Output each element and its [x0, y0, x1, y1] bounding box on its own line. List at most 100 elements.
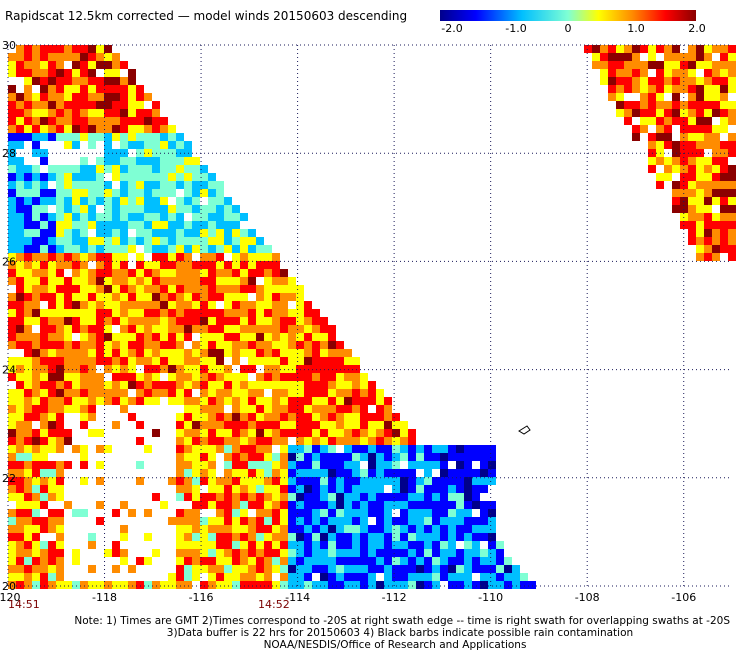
wind-cell — [320, 405, 328, 413]
wind-cell — [16, 493, 24, 501]
wind-cell — [136, 117, 144, 125]
wind-cell — [208, 381, 216, 389]
wind-cell — [696, 181, 704, 189]
wind-cell — [144, 93, 152, 101]
wind-cell — [112, 77, 120, 85]
wind-cell — [320, 501, 328, 509]
wind-cell — [128, 117, 136, 125]
wind-cell — [656, 69, 664, 77]
wind-cell — [32, 429, 40, 437]
wind-cell — [160, 117, 168, 125]
wind-cell — [96, 197, 104, 205]
wind-cell — [216, 533, 224, 541]
wind-cell — [8, 157, 16, 165]
wind-cell — [240, 341, 248, 349]
wind-cell — [56, 445, 64, 453]
wind-cell — [80, 221, 88, 229]
wind-cell — [128, 157, 136, 165]
wind-cell — [96, 45, 104, 53]
wind-cell — [88, 413, 96, 421]
wind-cell — [656, 61, 664, 69]
wind-cell — [208, 261, 216, 269]
wind-cell — [96, 445, 104, 453]
wind-cell — [256, 269, 264, 277]
wind-cell — [192, 501, 200, 509]
wind-cell — [248, 453, 256, 461]
wind-cell — [232, 581, 240, 589]
wind-cell — [208, 549, 216, 557]
wind-cell — [16, 117, 24, 125]
wind-cell — [152, 285, 160, 293]
wind-cell — [336, 373, 344, 381]
wind-cell — [168, 269, 176, 277]
wind-cell — [352, 541, 360, 549]
wind-cell — [136, 333, 144, 341]
wind-cell — [400, 493, 408, 501]
wind-cell — [48, 269, 56, 277]
wind-cell — [272, 341, 280, 349]
wind-cell — [176, 173, 184, 181]
wind-cell — [64, 213, 72, 221]
wind-cell — [464, 485, 472, 493]
wind-cell — [104, 61, 112, 69]
wind-cell — [424, 549, 432, 557]
wind-cell — [272, 269, 280, 277]
wind-cell — [24, 405, 32, 413]
wind-cell — [312, 429, 320, 437]
wind-cell — [696, 141, 704, 149]
wind-cell — [152, 237, 160, 245]
wind-cell — [392, 565, 400, 573]
wind-cell — [432, 565, 440, 573]
wind-cell — [32, 165, 40, 173]
wind-cell — [304, 317, 312, 325]
wind-cell — [112, 293, 120, 301]
wind-cell — [592, 53, 600, 61]
wind-cell — [24, 117, 32, 125]
wind-cell — [80, 333, 88, 341]
wind-cell — [40, 117, 48, 125]
wind-cell — [64, 173, 72, 181]
wind-cell — [176, 213, 184, 221]
wind-cell — [456, 493, 464, 501]
wind-cell — [192, 349, 200, 357]
wind-cell — [216, 525, 224, 533]
wind-cell — [296, 405, 304, 413]
wind-cell — [184, 189, 192, 197]
wind-cell — [72, 549, 80, 557]
wind-cell — [368, 509, 376, 517]
wind-cell — [32, 221, 40, 229]
wind-cell — [112, 53, 120, 61]
wind-cell — [384, 421, 392, 429]
wind-cell — [40, 181, 48, 189]
wind-cell — [488, 565, 496, 573]
wind-cell — [152, 333, 160, 341]
wind-cell — [408, 565, 416, 573]
wind-cell — [160, 317, 168, 325]
wind-cell — [112, 245, 120, 253]
wind-cell — [648, 165, 656, 173]
wind-cell — [240, 261, 248, 269]
wind-cell — [216, 341, 224, 349]
wind-cell — [88, 397, 96, 405]
wind-cell — [112, 397, 120, 405]
wind-cell — [248, 381, 256, 389]
wind-cell — [400, 581, 408, 589]
latitude-tick-label: 26 — [2, 255, 16, 268]
wind-cell — [8, 549, 16, 557]
wind-cell — [240, 525, 248, 533]
wind-cell — [40, 381, 48, 389]
wind-cell — [336, 397, 344, 405]
wind-cell — [8, 269, 16, 277]
wind-cell — [200, 301, 208, 309]
wind-cell — [64, 77, 72, 85]
wind-cell — [64, 141, 72, 149]
wind-cell — [368, 469, 376, 477]
wind-cell — [480, 565, 488, 573]
wind-cell — [152, 101, 160, 109]
wind-cell — [352, 389, 360, 397]
wind-cell — [88, 317, 96, 325]
wind-cell — [40, 477, 48, 485]
wind-cell — [472, 469, 480, 477]
wind-cell — [296, 309, 304, 317]
wind-cell — [392, 461, 400, 469]
